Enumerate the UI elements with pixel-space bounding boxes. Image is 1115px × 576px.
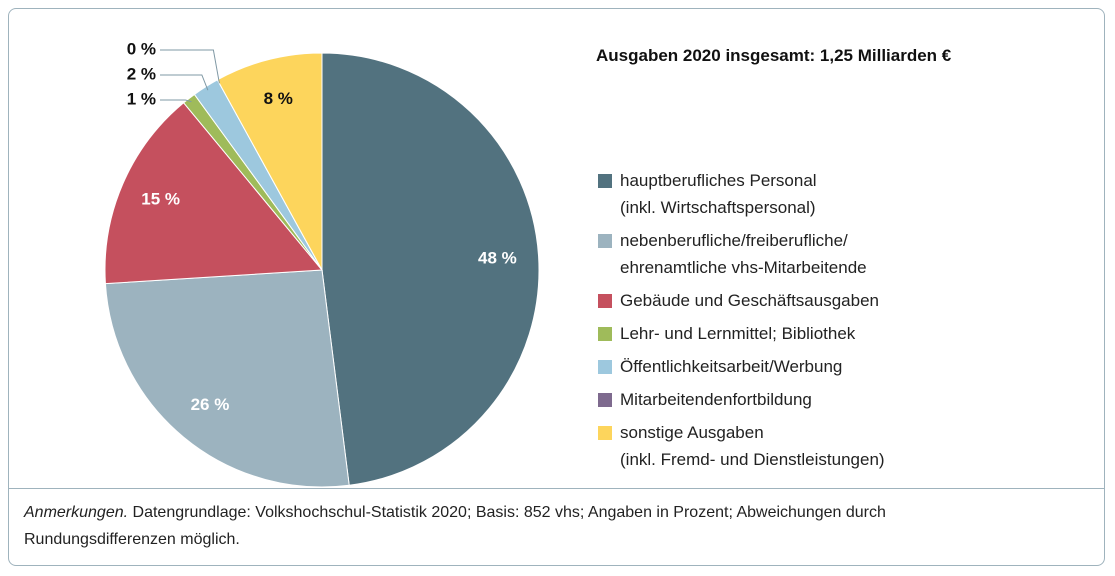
legend-label: sonstige Ausgaben (inkl. Fremd- und Dien… [620,423,885,469]
legend-entry: Öffentlichkeitsarbeit/Werbung [598,353,885,380]
legend-entry: nebenberufliche/freiberufliche/ ehrenamt… [598,227,885,281]
slice-label: 26 % [191,395,230,414]
note-label: Anmerkungen. [24,504,129,521]
legend-label: hauptberufliches Personal (inkl. Wirtsch… [620,171,817,217]
legend-swatch [598,393,612,407]
legend: hauptberufliches Personal (inkl. Wirtsch… [598,167,885,479]
slice-label: 48 % [478,248,517,267]
legend-label: Mitarbeitendenfortbildung [620,390,812,409]
pie-slice [216,52,323,271]
note: Anmerkungen. Datengrundlage: Volkshochsc… [24,499,1024,553]
legend-entry: Gebäude und Geschäftsausgaben [598,287,885,314]
separator [9,488,1104,489]
legend-swatch [598,174,612,188]
slice-label: 15 % [141,190,180,209]
chart-title: Ausgaben 2020 insgesamt: 1,25 Milliarden… [596,46,952,65]
leader-line [160,74,209,91]
legend-swatch [598,294,612,308]
leader-line [160,49,220,84]
legend-entry: sonstige Ausgaben (inkl. Fremd- und Dien… [598,419,885,473]
pie-slice [104,269,350,488]
legend-swatch [598,234,612,248]
legend-swatch [598,360,612,374]
slice-label: 2 % [127,64,156,83]
legend-swatch [598,327,612,341]
legend-label: nebenberufliche/freiberufliche/ ehrenamt… [620,231,867,277]
legend-entry: hauptberufliches Personal (inkl. Wirtsch… [598,167,885,221]
frame [8,8,1105,566]
pie-slice [321,52,540,486]
slice-label: 1 % [127,89,156,108]
note-text: Datengrundlage: Volkshochschul-Statistik… [24,504,886,548]
legend-entry: Mitarbeitendenfortbildung [598,386,885,413]
legend-entry: Lehr- und Lernmittel; Bibliothek [598,320,885,347]
legend-label: Gebäude und Geschäftsausgaben [620,291,879,310]
legend-label: Lehr- und Lernmittel; Bibliothek [620,324,856,343]
slice-label: 8 % [264,89,293,108]
legend-label: Öffentlichkeitsarbeit/Werbung [620,357,843,376]
leader-line [160,99,192,103]
pie-slice [104,102,324,285]
legend-swatch [598,426,612,440]
slice-label: 0 % [127,39,156,58]
